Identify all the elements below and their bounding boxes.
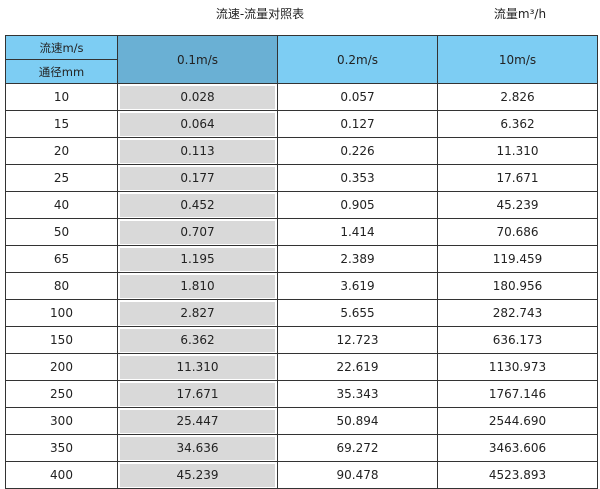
flow-cell: 0.226 (277, 137, 438, 165)
flow-cell: 1130.973 (437, 353, 598, 381)
flow-cell: 2544.690 (437, 407, 598, 435)
flow-value: 45.239 (120, 463, 275, 487)
diameter-cell: 15 (5, 110, 118, 138)
table-row: 15 0.064 0.127 6.362 (5, 110, 598, 138)
table-row: 25 0.177 0.353 17.671 (5, 164, 598, 192)
table-row: 50 0.707 1.414 70.686 (5, 218, 598, 246)
diameter-cell: 150 (5, 326, 118, 354)
flow-cell: 50.894 (277, 407, 438, 435)
diameter-cell: 250 (5, 380, 118, 408)
diameter-cell: 65 (5, 245, 118, 273)
table-row: 300 25.447 50.894 2544.690 (5, 407, 598, 435)
flow-value: 0.452 (120, 193, 275, 217)
flow-cell: 45.239 (437, 191, 598, 219)
flow-cell: 6.362 (437, 110, 598, 138)
table-row: 350 34.636 69.272 3463.606 (5, 434, 598, 462)
flow-value: 0.064 (120, 112, 275, 136)
speed-header: 流速m/s (5, 35, 118, 60)
flow-value: 0.028 (120, 85, 275, 109)
flow-cell: 34.636 (117, 434, 278, 462)
flow-cell: 22.619 (277, 353, 438, 381)
flow-value: 0.707 (120, 220, 275, 244)
flow-cell: 17.671 (437, 164, 598, 192)
flow-value: 11.310 (120, 355, 275, 379)
flow-cell: 3.619 (277, 272, 438, 300)
table-row: 40 0.452 0.905 45.239 (5, 191, 598, 219)
flow-cell: 5.655 (277, 299, 438, 327)
flow-cell: 180.956 (437, 272, 598, 300)
flow-cell: 2.826 (437, 83, 598, 111)
flow-cell: 0.177 (117, 164, 278, 192)
flow-cell: 2.389 (277, 245, 438, 273)
table-row: 100 2.827 5.655 282.743 (5, 299, 598, 327)
table-row: 80 1.810 3.619 180.956 (5, 272, 598, 300)
flow-cell: 0.127 (277, 110, 438, 138)
flow-cell: 0.452 (117, 191, 278, 219)
column-header-10: 10m/s (437, 35, 598, 84)
flow-cell: 12.723 (277, 326, 438, 354)
column-header-0.2: 0.2m/s (277, 35, 438, 84)
diameter-cell: 80 (5, 272, 118, 300)
flow-cell: 70.686 (437, 218, 598, 246)
flow-rate-table: 流速m/s 0.1m/s 0.2m/s 10m/s 通径mm 10 0.028 0.… (5, 35, 598, 489)
flow-cell: 0.064 (117, 110, 278, 138)
diameter-cell: 40 (5, 191, 118, 219)
flow-cell: 119.459 (437, 245, 598, 273)
flow-cell: 1.414 (277, 218, 438, 246)
flow-cell: 25.447 (117, 407, 278, 435)
flow-cell: 0.353 (277, 164, 438, 192)
table-row: 150 6.362 12.723 636.173 (5, 326, 598, 354)
table-row: 20 0.113 0.226 11.310 (5, 137, 598, 165)
flow-cell: 636.173 (437, 326, 598, 354)
table-row: 10 0.028 0.057 2.826 (5, 83, 598, 111)
flow-cell: 3463.606 (437, 434, 598, 462)
flow-cell: 17.671 (117, 380, 278, 408)
flow-cell: 6.362 (117, 326, 278, 354)
flow-cell: 0.057 (277, 83, 438, 111)
diameter-cell: 10 (5, 83, 118, 111)
flow-unit-label: 流量m³/h (493, 7, 547, 21)
table-title: 流速-流量对照表 (215, 7, 305, 21)
flow-cell: 35.343 (277, 380, 438, 408)
flow-cell: 69.272 (277, 434, 438, 462)
flow-value: 0.177 (120, 166, 275, 190)
flow-cell: 0.905 (277, 191, 438, 219)
flow-value: 34.636 (120, 436, 275, 460)
flow-cell: 1.195 (117, 245, 278, 273)
flow-cell: 11.310 (117, 353, 278, 381)
flow-value: 1.195 (120, 247, 275, 271)
flow-cell: 1.810 (117, 272, 278, 300)
flow-cell: 0.028 (117, 83, 278, 111)
table-row: 65 1.195 2.389 119.459 (5, 245, 598, 273)
diameter-cell: 50 (5, 218, 118, 246)
table-row: 200 11.310 22.619 1130.973 (5, 353, 598, 381)
flow-value: 25.447 (120, 409, 275, 433)
flow-value: 0.113 (120, 139, 275, 163)
diameter-cell: 100 (5, 299, 118, 327)
flow-cell: 1767.146 (437, 380, 598, 408)
flow-cell: 282.743 (437, 299, 598, 327)
flow-cell: 2.827 (117, 299, 278, 327)
column-header-0.1: 0.1m/s (117, 35, 278, 84)
diameter-header: 通径mm (5, 59, 118, 84)
flow-cell: 0.707 (117, 218, 278, 246)
flow-value: 6.362 (120, 328, 275, 352)
diameter-cell: 350 (5, 434, 118, 462)
flow-cell: 0.113 (117, 137, 278, 165)
flow-value: 2.827 (120, 301, 275, 325)
diameter-cell: 20 (5, 137, 118, 165)
diameter-cell: 200 (5, 353, 118, 381)
table-row: 250 17.671 35.343 1767.146 (5, 380, 598, 408)
diameter-cell: 25 (5, 164, 118, 192)
flow-value: 17.671 (120, 382, 275, 406)
flow-value: 1.810 (120, 274, 275, 298)
flow-cell: 11.310 (437, 137, 598, 165)
diameter-cell: 300 (5, 407, 118, 435)
